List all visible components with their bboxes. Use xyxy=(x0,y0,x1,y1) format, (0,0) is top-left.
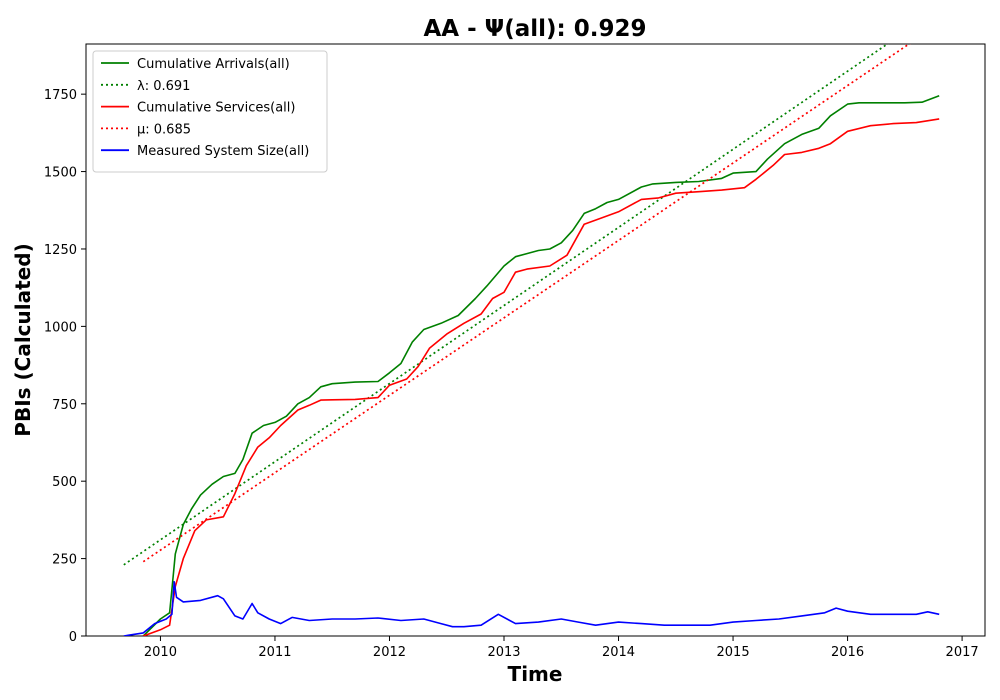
y-tick-label: 1500 xyxy=(44,166,77,181)
legend-label-0-691: λ: 0.691 xyxy=(137,79,190,94)
x-tick-label: 2016 xyxy=(831,645,864,660)
series-line-4 xyxy=(142,44,911,563)
y-tick-label: 0 xyxy=(69,630,77,645)
y-axis: 0 250 500 750 1000 1250 1500 1750 xyxy=(44,88,86,645)
y-axis-label: PBIs (Calculated) xyxy=(11,243,35,436)
x-tick-label: 2011 xyxy=(258,645,291,660)
series-line-5 xyxy=(123,580,940,636)
legend-label-cumulative-services-all: Cumulative Services(all) xyxy=(137,101,295,116)
x-tick-label: 2014 xyxy=(602,645,635,660)
chart-title: AA - Ψ(all): 0.929 xyxy=(424,16,647,42)
legend-label-0-685: μ: 0.685 xyxy=(137,122,191,137)
x-tick-label: 2012 xyxy=(373,645,406,660)
x-tick-label: 2010 xyxy=(144,645,177,660)
y-tick-label: 1250 xyxy=(44,243,77,258)
legend: Cumulative Arrivals(all) λ: 0.691 Cumulati… xyxy=(92,50,328,173)
legend-box xyxy=(92,50,328,173)
x-axis: 2010 2011 2012 2013 2014 2015 2016 2017 xyxy=(144,636,979,660)
series-line-3 xyxy=(143,118,940,636)
series-line-1 xyxy=(142,94,940,636)
x-tick-label: 2017 xyxy=(946,645,979,660)
legend-label-cumulative-arrivals-all: Cumulative Arrivals(all) xyxy=(137,57,290,72)
plot-frame xyxy=(85,43,986,637)
y-tick-label: 500 xyxy=(52,475,77,490)
y-tick-label: 750 xyxy=(52,398,77,413)
legend-label-measured-system-size-all: Measured System Size(all) xyxy=(137,144,309,159)
x-axis-label: Time xyxy=(508,662,563,686)
y-tick-label: 250 xyxy=(52,553,77,568)
x-tick-label: 2013 xyxy=(487,645,520,660)
y-tick-label: 1750 xyxy=(44,88,77,103)
y-tick-label: 1000 xyxy=(44,320,77,335)
series-layer xyxy=(123,44,940,636)
x-tick-label: 2015 xyxy=(717,645,750,660)
